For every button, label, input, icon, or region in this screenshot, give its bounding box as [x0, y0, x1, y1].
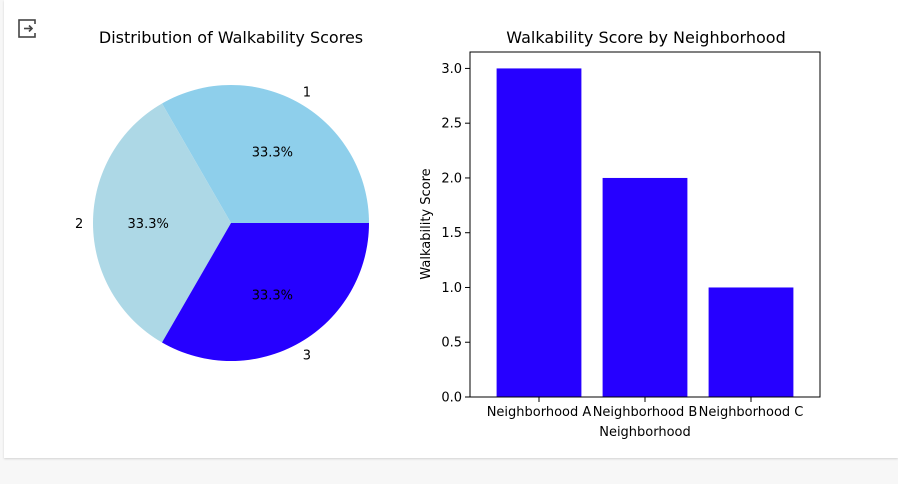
pie-slice-label: 3: [303, 348, 311, 363]
bar-xlabel: Neighborhood: [599, 425, 691, 440]
pie-slice-label: 1: [303, 86, 311, 101]
pie-slice-1: [162, 85, 369, 223]
y-tick-label: 3.0: [441, 62, 462, 77]
bar-neighborhood-a: [496, 68, 582, 397]
y-tick-label: 2.0: [441, 171, 462, 186]
y-tick-label: 1.5: [441, 226, 462, 241]
pie-percent-label: 33.3%: [252, 145, 293, 160]
pie-slice-label: 2: [75, 217, 83, 232]
y-tick-label: 1.0: [441, 281, 462, 296]
y-tick-label: 2.5: [441, 117, 462, 132]
pie-title: Distribution of Walkability Scores: [99, 28, 363, 47]
pie-percent-label: 33.3%: [128, 217, 169, 232]
pie-percent-label: 33.3%: [252, 289, 293, 304]
x-tick-label: Neighborhood B: [593, 405, 698, 420]
output-collapse-icon[interactable]: [17, 18, 39, 40]
bar-plot-frame: [469, 51, 821, 398]
pie-slice-2: [93, 103, 232, 343]
bar-ylabel: Walkability Score: [419, 168, 434, 279]
pie-slice-3: [162, 223, 369, 361]
x-tick-label: Neighborhood A: [487, 405, 592, 420]
x-tick-label: Neighborhood C: [699, 405, 804, 420]
bar-neighborhood-c: [708, 287, 794, 397]
y-tick-label: 0.0: [441, 391, 462, 406]
pie-chart: 33.3% 1 33.3% 2 33.3% 3: [75, 85, 369, 363]
bar-title: Walkability Score by Neighborhood: [506, 28, 785, 47]
y-tick-label: 0.5: [441, 336, 462, 351]
bar-neighborhood-b: [602, 177, 688, 397]
